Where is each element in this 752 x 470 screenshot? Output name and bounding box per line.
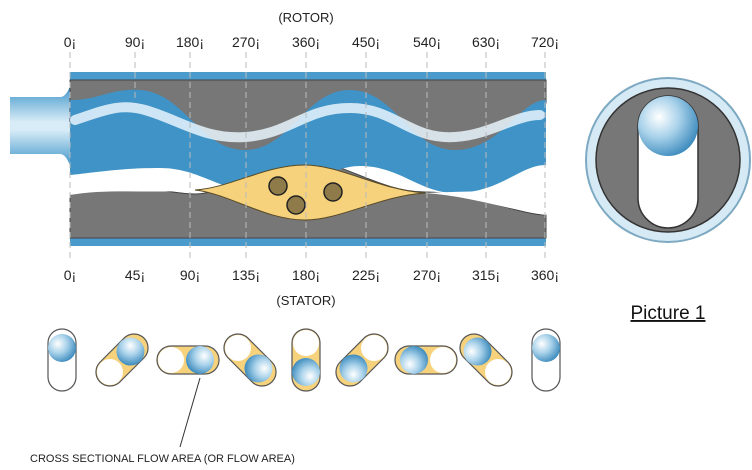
rotor-position bbox=[48, 334, 76, 362]
cross-section-step bbox=[459, 333, 513, 387]
open-gap bbox=[485, 359, 512, 386]
cross-section-step bbox=[223, 333, 277, 387]
pump-longitudinal-view bbox=[10, 52, 547, 262]
rotor-tick-360: 360¡ bbox=[292, 34, 320, 50]
end-cross-section bbox=[585, 77, 751, 243]
cross-section-step bbox=[335, 333, 389, 387]
stator-tick-270: 270¡ bbox=[413, 267, 441, 283]
cross-section-step bbox=[156, 345, 220, 375]
stator-angle-scale: 0¡ 45¡ 90¡ 135¡ 180¡ 225¡ 270¡ 315¡ 360¡ bbox=[64, 267, 559, 283]
cross-section-sequence bbox=[47, 328, 561, 392]
cross-section-step bbox=[95, 333, 149, 387]
rotor-position bbox=[116, 337, 145, 366]
cross-section-step bbox=[291, 328, 321, 392]
caption-pointer bbox=[179, 377, 201, 448]
cross-section-step bbox=[531, 328, 561, 392]
rotor-tick-270: 270¡ bbox=[232, 34, 260, 50]
rotor-tick-720: 720¡ bbox=[531, 34, 559, 50]
rotor-angle-scale: 0¡ 90¡ 180¡ 270¡ 360¡ 450¡ 540¡ 630¡ 720… bbox=[64, 34, 559, 50]
stator-bottom-rim bbox=[70, 238, 546, 246]
cross-section-caption: CROSS SECTIONAL FLOW AREA (OR FLOW AREA) bbox=[30, 453, 295, 465]
stator-tick-315: 315¡ bbox=[472, 267, 500, 283]
rotor-section bbox=[638, 96, 698, 156]
open-gap bbox=[224, 334, 251, 361]
open-gap bbox=[293, 330, 319, 356]
inlet-pipe bbox=[10, 86, 70, 166]
rotor-position bbox=[292, 358, 320, 386]
rotor-position bbox=[339, 354, 368, 383]
rotor-tick-180: 180¡ bbox=[176, 34, 204, 50]
stator-tick-180: 180¡ bbox=[292, 267, 320, 283]
rotor-position bbox=[463, 337, 492, 366]
open-gap bbox=[96, 359, 123, 386]
stator-tick-135: 135¡ bbox=[232, 267, 260, 283]
rotor-position bbox=[244, 354, 273, 383]
stator-label: (STATOR) bbox=[276, 293, 335, 308]
open-gap bbox=[158, 347, 184, 373]
angle-guides bbox=[69, 52, 546, 262]
cross-section-step bbox=[47, 328, 77, 392]
open-gap bbox=[361, 334, 388, 361]
stator-tick-90: 90¡ bbox=[180, 267, 200, 283]
gap-left bbox=[70, 177, 195, 195]
particle-1 bbox=[268, 176, 288, 196]
stator-tick-0: 0¡ bbox=[64, 267, 76, 283]
stator-tick-225: 225¡ bbox=[352, 267, 380, 283]
rotor-position bbox=[400, 346, 428, 374]
particle-3 bbox=[323, 182, 343, 202]
rotor-tick-0: 0¡ bbox=[64, 34, 76, 50]
particle-2 bbox=[286, 195, 306, 215]
stator-tick-360: 360¡ bbox=[531, 267, 559, 283]
rotor-tick-450: 450¡ bbox=[352, 34, 380, 50]
stator-tick-45: 45¡ bbox=[125, 267, 145, 283]
stator-top-rim bbox=[70, 72, 546, 80]
cross-section-step bbox=[394, 345, 458, 375]
gap-right bbox=[425, 191, 546, 215]
rotor-position bbox=[532, 334, 560, 362]
rotor-position bbox=[186, 346, 214, 374]
rotor-tick-540: 540¡ bbox=[413, 34, 441, 50]
rotor-label: (ROTOR) bbox=[278, 10, 333, 25]
rotor-tick-90: 90¡ bbox=[125, 34, 145, 50]
open-gap bbox=[430, 347, 456, 373]
rotor-tick-630: 630¡ bbox=[472, 34, 500, 50]
picture-label: Picture 1 bbox=[631, 303, 706, 324]
